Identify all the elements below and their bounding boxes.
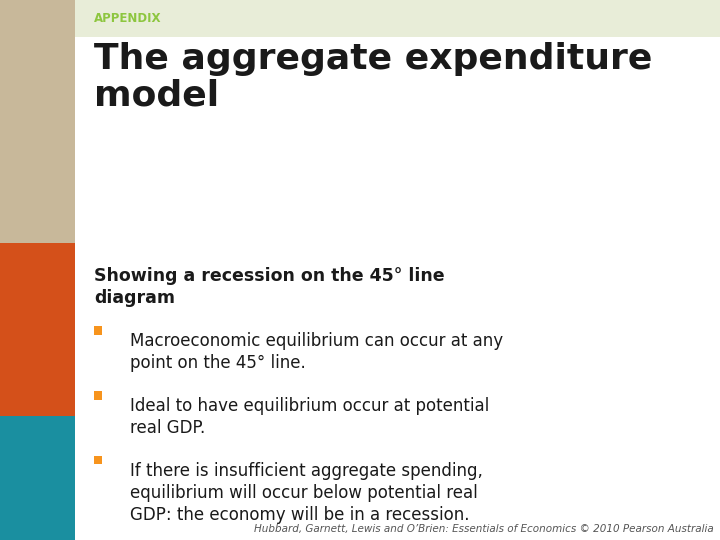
Bar [0,416,75,540]
Text: APPENDIX: APPENDIX [94,12,162,25]
Text: Ideal to have equilibrium occur at potential
real GDP.: Ideal to have equilibrium occur at poten… [130,397,489,437]
Bar [94,391,102,400]
Bar [75,0,720,37]
Bar [94,456,102,464]
Text: If there is insufficient aggregate spending,
equilibrium will occur below potent: If there is insufficient aggregate spend… [130,462,482,524]
Text: The aggregate expenditure
model: The aggregate expenditure model [94,42,652,113]
Bar [94,326,102,335]
Bar [0,0,75,243]
Text: Macroeconomic equilibrium can occur at any
point on the 45° line.: Macroeconomic equilibrium can occur at a… [130,332,503,372]
Text: Showing a recession on the 45° line
diagram: Showing a recession on the 45° line diag… [94,267,445,307]
Text: Hubbard, Garnett, Lewis and O’Brien: Essentials of Economics © 2010 Pearson Aust: Hubbard, Garnett, Lewis and O’Brien: Ess… [253,523,714,534]
Bar [0,243,75,416]
